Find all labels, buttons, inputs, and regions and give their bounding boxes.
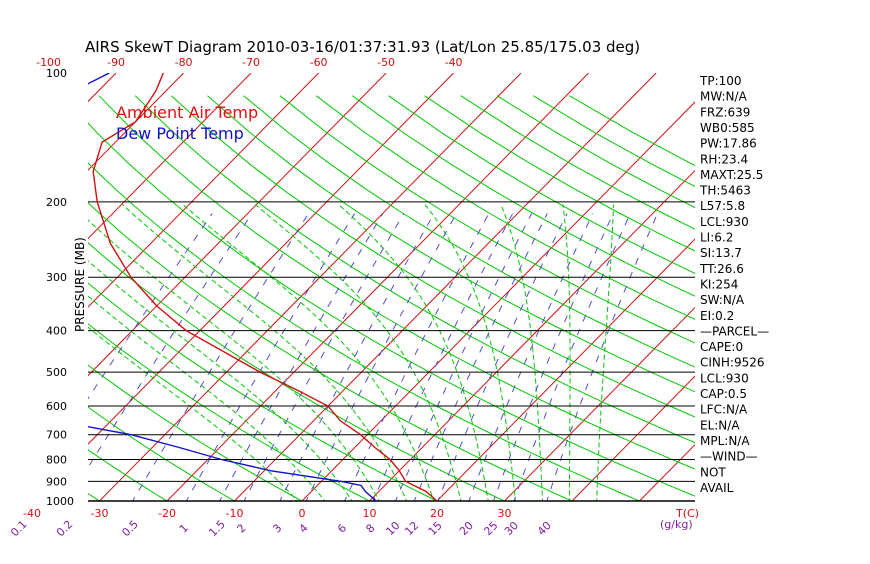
top-temp-tick-label: -80 [175, 56, 193, 69]
mixing-ratio-label: 1.5 [206, 518, 228, 540]
mixing-ratio-label: 0.1 [8, 518, 30, 540]
isotherm-line [0, 73, 49, 501]
dry-adiabat-line [244, 96, 870, 504]
index-item: —WIND— [700, 450, 758, 464]
index-item: LFC:N/A [700, 403, 748, 417]
mixing-ratio-label: 4 [297, 521, 311, 535]
dry-adiabat-line [0, 96, 442, 504]
index-item: CAPE:0 [700, 340, 743, 354]
bottom-temp-tick-label: -20 [158, 507, 176, 520]
moist-adiabat-line [563, 205, 570, 504]
index-item: L57:5.8 [700, 199, 745, 213]
chart-title: AIRS SkewT Diagram 2010-03-16/01:37:31.9… [85, 38, 640, 56]
index-item: EL:N/A [700, 418, 740, 432]
mixing-ratio-unit-label: (g/kg) [660, 518, 693, 531]
mixing-ratio-label: 25 [481, 519, 500, 538]
mixing-ratio-label: 1 [177, 521, 191, 535]
index-item: SW:N/A [700, 293, 745, 307]
mixing-ratio-label: 40 [535, 519, 554, 538]
dry-adiabat-line [352, 96, 870, 504]
index-item: MPL:N/A [700, 434, 750, 448]
pressure-tick-label: 900 [46, 475, 67, 488]
dry-adiabat-line [0, 96, 36, 504]
index-item: MW:N/A [700, 90, 748, 104]
pressure-tick-label: 700 [46, 429, 67, 442]
bottom-temp-tick-label: -10 [226, 507, 244, 520]
index-item: TH:5463 [699, 184, 751, 198]
index-item: AVAIL [700, 481, 734, 495]
moist-adiabat-line [72, 205, 381, 504]
index-item: MAXT:25.5 [700, 168, 763, 182]
index-item: LCL:930 [700, 371, 749, 385]
dry-adiabat-line [0, 96, 103, 504]
bottom-temp-tick-label: -40 [23, 507, 41, 520]
bottom-temp-tick-label: -30 [91, 507, 109, 520]
bottom-temp-tick-label: 30 [498, 507, 512, 520]
legend-ambient-air-temp: Ambient Air Temp [116, 103, 258, 122]
pressure-tick-label: 400 [46, 325, 67, 338]
index-item: CAP:0.5 [700, 387, 747, 401]
pressure-tick-label: 300 [46, 271, 67, 284]
mixing-ratio-label: 12 [402, 519, 421, 538]
index-item: WB0:585 [700, 121, 755, 135]
top-temp-tick-label: -90 [107, 56, 125, 69]
top-temp-tick-label: -60 [310, 56, 328, 69]
dry-adiabat-line [0, 96, 239, 504]
isotherm-line [235, 73, 657, 501]
moist-adiabat-line [425, 205, 516, 504]
top-temp-tick-label: -100 [36, 56, 61, 69]
index-item: CINH:9526 [700, 356, 765, 370]
dry-adiabat-line [171, 96, 870, 504]
isotherm-line [302, 73, 724, 501]
top-temp-tick-label: -70 [242, 56, 260, 69]
dry-adiabat-line [461, 96, 870, 504]
index-item: LI:6.2 [700, 231, 733, 245]
index-item: TP:100 [699, 74, 742, 88]
moist-adiabat-line [0, 205, 300, 504]
mixing-ratio-label: 8 [363, 521, 377, 535]
bottom-temp-tick-label: 10 [363, 507, 377, 520]
index-item: PW:17.86 [700, 137, 757, 151]
top-temp-tick-label: -40 [445, 56, 463, 69]
index-item: FRZ:639 [700, 105, 750, 119]
y-axis-label: PRESSURE (MB) [73, 237, 87, 332]
index-item: RH:23.4 [700, 152, 748, 166]
pressure-tick-label: 800 [46, 454, 67, 467]
index-item: SI:13.7 [700, 246, 742, 260]
mixing-ratio-label: 2 [235, 521, 249, 535]
bottom-temp-tick-label: 0 [299, 507, 306, 520]
index-item: KI:254 [700, 277, 738, 291]
pressure-tick-label: 600 [46, 400, 67, 413]
mixing-ratio-label: 30 [502, 519, 521, 538]
legend-dew-point-temp: Dew Point Temp [116, 124, 244, 143]
pressure-tick-label: 200 [46, 196, 67, 209]
bottom-temp-tick-label: 20 [430, 507, 444, 520]
mixing-ratio-label: 20 [457, 519, 476, 538]
index-item: —PARCEL— [700, 324, 769, 338]
index-item: TT:26.6 [699, 262, 744, 276]
pressure-tick-label: 1000 [46, 495, 74, 508]
dry-adiabat-line [27, 96, 646, 504]
mixing-ratio-label: 15 [426, 519, 445, 538]
index-item: EI:0.2 [700, 309, 734, 323]
mixing-ratio-label: 0.2 [54, 518, 76, 540]
mixing-ratio-label: 3 [270, 521, 284, 535]
top-temp-tick-label: -50 [377, 56, 395, 69]
index-item: LCL:930 [700, 215, 749, 229]
pressure-tick-label: 500 [46, 366, 67, 379]
mixing-ratio-label: 10 [383, 519, 402, 538]
mixing-ratio-label: 6 [335, 521, 349, 535]
isotherm-line [437, 73, 859, 501]
axis-tick-labels: -120-110-100-90-80-70-60-50-40-50-40-30-… [0, 56, 699, 539]
mixing-ratio-label: 0.5 [119, 518, 141, 540]
dry-adiabat-line [0, 96, 374, 504]
index-item: NOT [700, 465, 726, 479]
